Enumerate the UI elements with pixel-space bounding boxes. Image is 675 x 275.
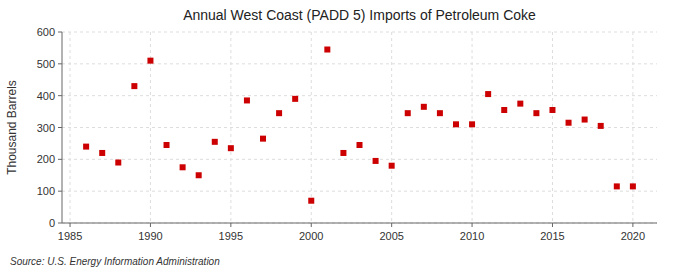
point xyxy=(453,121,459,127)
y-grid-line xyxy=(62,159,657,160)
y-tick-label: 600 xyxy=(37,26,55,38)
x-tick-label: 2010 xyxy=(460,230,484,242)
points xyxy=(83,47,636,204)
y-tick xyxy=(58,191,62,192)
x-tick-label: 1995 xyxy=(219,230,243,242)
point xyxy=(244,97,250,103)
point xyxy=(180,164,186,170)
point xyxy=(115,160,121,166)
x-axis-line xyxy=(62,223,657,224)
y-tick xyxy=(58,127,62,128)
point xyxy=(437,110,443,116)
point xyxy=(196,172,202,178)
point xyxy=(340,150,346,156)
x-tick xyxy=(311,223,312,227)
x-tick-label: 2015 xyxy=(540,230,564,242)
x-grid-line xyxy=(472,32,473,223)
x-tick-label: 1990 xyxy=(138,230,162,242)
x-grid-line xyxy=(70,32,71,223)
y-tick-label: 400 xyxy=(37,90,55,102)
point xyxy=(83,144,89,150)
point xyxy=(308,198,314,204)
x-tick xyxy=(391,223,392,227)
point xyxy=(501,107,507,113)
x-tick xyxy=(70,223,71,227)
point xyxy=(292,96,298,102)
point xyxy=(147,58,153,64)
point xyxy=(582,117,588,123)
point xyxy=(630,183,636,189)
y-grid-line xyxy=(62,223,657,224)
x-tick xyxy=(230,223,231,227)
point xyxy=(324,47,330,53)
ticks: 0 100 200 300 400 500 600 1985 1990 1995 2000 2005 2… xyxy=(37,26,645,242)
point xyxy=(373,158,379,164)
x-tick xyxy=(150,223,151,227)
point xyxy=(389,163,395,169)
point xyxy=(517,101,523,107)
x-tick xyxy=(472,223,473,227)
point xyxy=(598,123,604,129)
y-tick-label: 0 xyxy=(49,217,55,229)
x-grid-line xyxy=(391,32,392,223)
point xyxy=(357,142,363,148)
x-grid-line xyxy=(632,32,633,223)
y-grid-line xyxy=(62,95,657,96)
y-grid-line xyxy=(62,32,657,33)
y-tick-label: 100 xyxy=(37,185,55,197)
point xyxy=(99,150,105,156)
point xyxy=(260,136,266,142)
title: Annual West Coast (PADD 5) Imports of Pe… xyxy=(183,7,536,23)
y-axis-label: Thousand Barrels xyxy=(5,80,19,175)
y-tick xyxy=(58,159,62,160)
y-tick-label: 200 xyxy=(37,153,55,165)
y-tick xyxy=(58,63,62,64)
y-tick xyxy=(58,223,62,224)
y-tick xyxy=(58,32,62,33)
point xyxy=(614,183,620,189)
point xyxy=(276,110,282,116)
x-tick xyxy=(552,223,553,227)
y-tick-label: 500 xyxy=(37,58,55,70)
point xyxy=(421,104,427,110)
point xyxy=(533,110,539,116)
point xyxy=(549,107,555,113)
x-tick xyxy=(632,223,633,227)
point xyxy=(405,110,411,116)
point xyxy=(469,121,475,127)
point xyxy=(212,139,218,145)
x-tick-label: 2000 xyxy=(299,230,323,242)
x-grid-line xyxy=(552,32,553,223)
source: Source: U.S. Energy Information Administ… xyxy=(10,256,220,267)
x-grid-line xyxy=(311,32,312,223)
x-tick-label: 2020 xyxy=(621,230,645,242)
point xyxy=(566,120,572,126)
grid xyxy=(62,32,657,223)
x-tick-label: 1985 xyxy=(58,230,82,242)
point xyxy=(164,142,170,148)
point xyxy=(228,145,234,151)
y-tick xyxy=(58,95,62,96)
point xyxy=(485,91,491,97)
y-grid-line xyxy=(62,191,657,192)
x-tick-label: 2005 xyxy=(379,230,403,242)
x-grid-line xyxy=(230,32,231,223)
background xyxy=(0,0,675,275)
y-tick-label: 300 xyxy=(37,122,55,134)
chart: 0 100 200 300 400 500 600 1985 1990 1995 2000 2005 2… xyxy=(0,0,675,275)
point xyxy=(131,83,137,89)
y-grid-line xyxy=(62,127,657,128)
